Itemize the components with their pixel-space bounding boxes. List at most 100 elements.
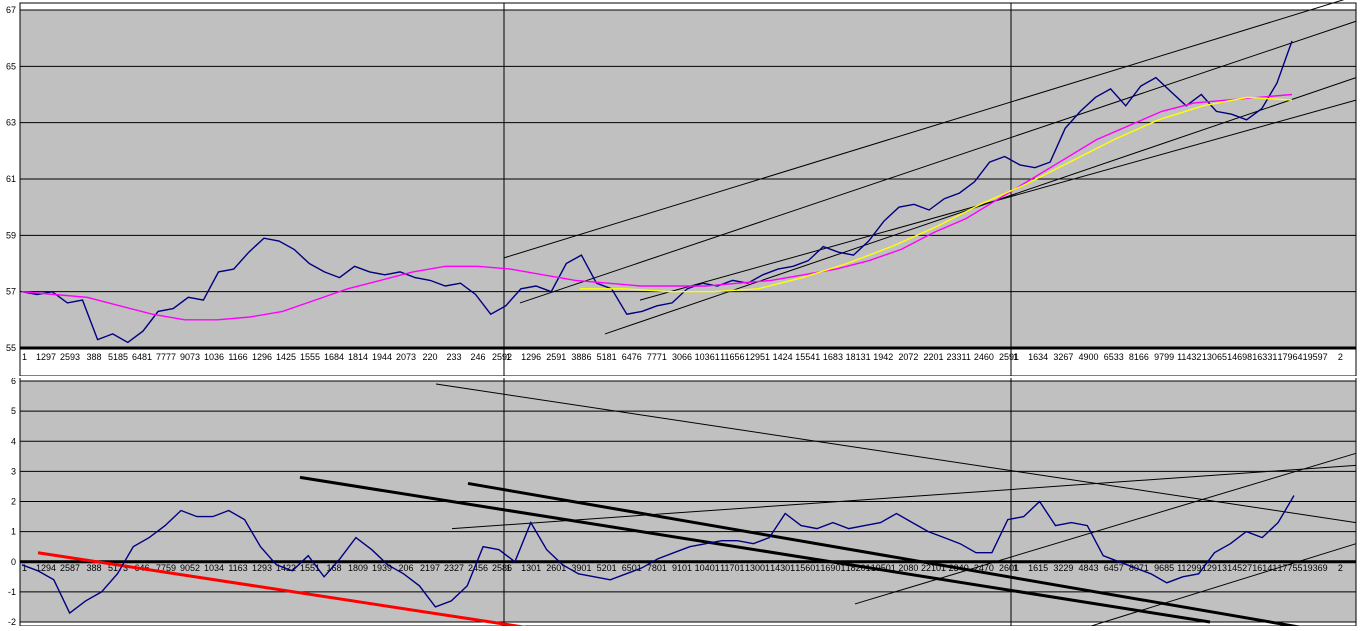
x-tick-label: 2601 (546, 563, 566, 573)
x-tick-label: 15601 (795, 563, 820, 573)
trend-line (299, 475, 1211, 624)
x-tick-label: 19597 (1303, 352, 1328, 362)
x-tick-label: 1296 (521, 352, 541, 362)
x-tick-label: 1 (1013, 352, 1018, 362)
x-tick-label: 2327 (444, 563, 464, 573)
trend-line (854, 452, 1357, 605)
x-tick-label: 11299 (1177, 563, 1201, 573)
x-tick-label: 2201 (924, 352, 944, 362)
x-tick-label: 1 (22, 563, 27, 573)
y-tick-label: 0 (11, 557, 16, 567)
x-tick-label: 18201 (846, 563, 871, 573)
y-tick-label: 6 (11, 376, 16, 386)
y-tick-label: -1 (8, 587, 16, 597)
x-tick-label: 13001 (745, 563, 770, 573)
x-tick-label: 11656 (720, 352, 744, 362)
x-tick-label: 1684 (324, 352, 344, 362)
x-tick-label: 9685 (1154, 563, 1174, 573)
x-tick-label: 16901 (820, 563, 845, 573)
chart-price: 55 57 59 61 63 65 67 1 1297 2593 388 5185 6481 7777 90… (6, 0, 1357, 377)
x-tick-label: 1 (1013, 563, 1018, 573)
x-tick-label: 12951 (745, 352, 770, 362)
trend-line (37, 551, 531, 630)
x-tick-label: 1555 (300, 352, 320, 362)
y-tick-label: 2 (11, 497, 16, 507)
x-tick-label: 19501 (871, 563, 896, 573)
x-tick-label: 9073 (180, 352, 200, 362)
x-tick-label: 2 (1338, 563, 1343, 573)
x-tick-label: 9799 (1154, 352, 1174, 362)
x-tick-label: 2456 (468, 563, 488, 573)
x-tick-label: 15541 (795, 352, 820, 362)
y-tick-label: 55 (6, 343, 16, 353)
x-tick-label: 17964 (1277, 352, 1302, 362)
x-tick-label: 17755 (1277, 563, 1302, 573)
x-tick-label: 14301 (770, 563, 795, 573)
x-tick-label: 12913 (1202, 563, 1227, 573)
y-tick-label: 57 (6, 287, 16, 297)
x-tick-label: 23311 (947, 352, 971, 362)
x-tick-label: 9101 (672, 563, 692, 573)
x-tick-label: 1944 (372, 352, 392, 362)
y-tick-label: -2 (8, 617, 16, 626)
moving-average-series (21, 93, 1293, 321)
x-tick-label: 2586 (492, 563, 512, 573)
x-tick-label: 1615 (1028, 563, 1048, 573)
x-tick-label: 1036 (204, 352, 224, 362)
x-tick-label: 5201 (597, 563, 617, 573)
x-tick-label: 8071 (1129, 563, 1149, 573)
x-tick-label: 1 (506, 563, 511, 573)
x-tick-label: 14698 (1227, 352, 1252, 362)
x-tick-label: 1809 (348, 563, 368, 573)
x-tick-label: 2073 (396, 352, 416, 362)
x-tick-label: 2470 (974, 563, 994, 573)
x-tick-label: 1296 (252, 352, 272, 362)
y-tick-label: 4 (11, 436, 16, 446)
x-tick-label: 3901 (571, 563, 591, 573)
y-tick-label: 5 (11, 406, 16, 416)
x-tick-label: 2197 (420, 563, 440, 573)
x-tick-label: 2587 (60, 563, 80, 573)
moving-average-series (580, 96, 1293, 293)
x-tick-label: 2592 (492, 352, 512, 362)
x-tick-label: 8166 (1129, 352, 1149, 362)
x-tick-label: 233 (446, 352, 461, 362)
x-tick-label: 13065 (1202, 352, 1227, 362)
x-tick-label: 6481 (132, 352, 152, 362)
x-tick-label: 2591 (546, 352, 566, 362)
x-tick-label: 388 (86, 352, 101, 362)
x-tick-label: 168 (326, 563, 341, 573)
x-tick-label: 3267 (1053, 352, 1073, 362)
x-tick-label: 1634 (1028, 352, 1048, 362)
price-series (21, 40, 1293, 344)
x-tick-label: 1166 (228, 352, 247, 362)
x-tick-label: 2460 (974, 352, 994, 362)
x-tick-label: 7777 (156, 352, 176, 362)
x-tick-label: 246 (470, 352, 485, 362)
x-tick-label: 18131 (846, 352, 871, 362)
x-tick-label: 7801 (647, 563, 667, 573)
x-tick-label: 5185 (108, 352, 128, 362)
x-tick-label: 10361 (695, 352, 720, 362)
y-tick-label: 3 (11, 466, 16, 476)
x-tick-label: 1297 (36, 352, 56, 362)
x-tick-label: 4843 (1079, 563, 1099, 573)
x-tick-label: 1551 (300, 563, 320, 573)
x-tick-label: 388 (86, 563, 101, 573)
x-tick-label: 1814 (348, 352, 368, 362)
x-tick-label: 4900 (1079, 352, 1099, 362)
x-tick-label: 6476 (622, 352, 642, 362)
x-tick-label: 2593 (60, 352, 80, 362)
x-tick-label: 6501 (622, 563, 642, 573)
trend-line (467, 481, 1306, 630)
x-tick-label: 9052 (180, 563, 200, 573)
x-tick-label: 7759 (156, 563, 176, 573)
x-tick-label: 1939 (372, 563, 392, 573)
x-tick-label: 19369 (1303, 563, 1328, 573)
y-tick-label: 1 (11, 527, 16, 537)
x-tick-label: 7771 (647, 352, 667, 362)
x-tick-label: 1425 (276, 352, 296, 362)
x-tick-label: 10401 (695, 563, 720, 573)
